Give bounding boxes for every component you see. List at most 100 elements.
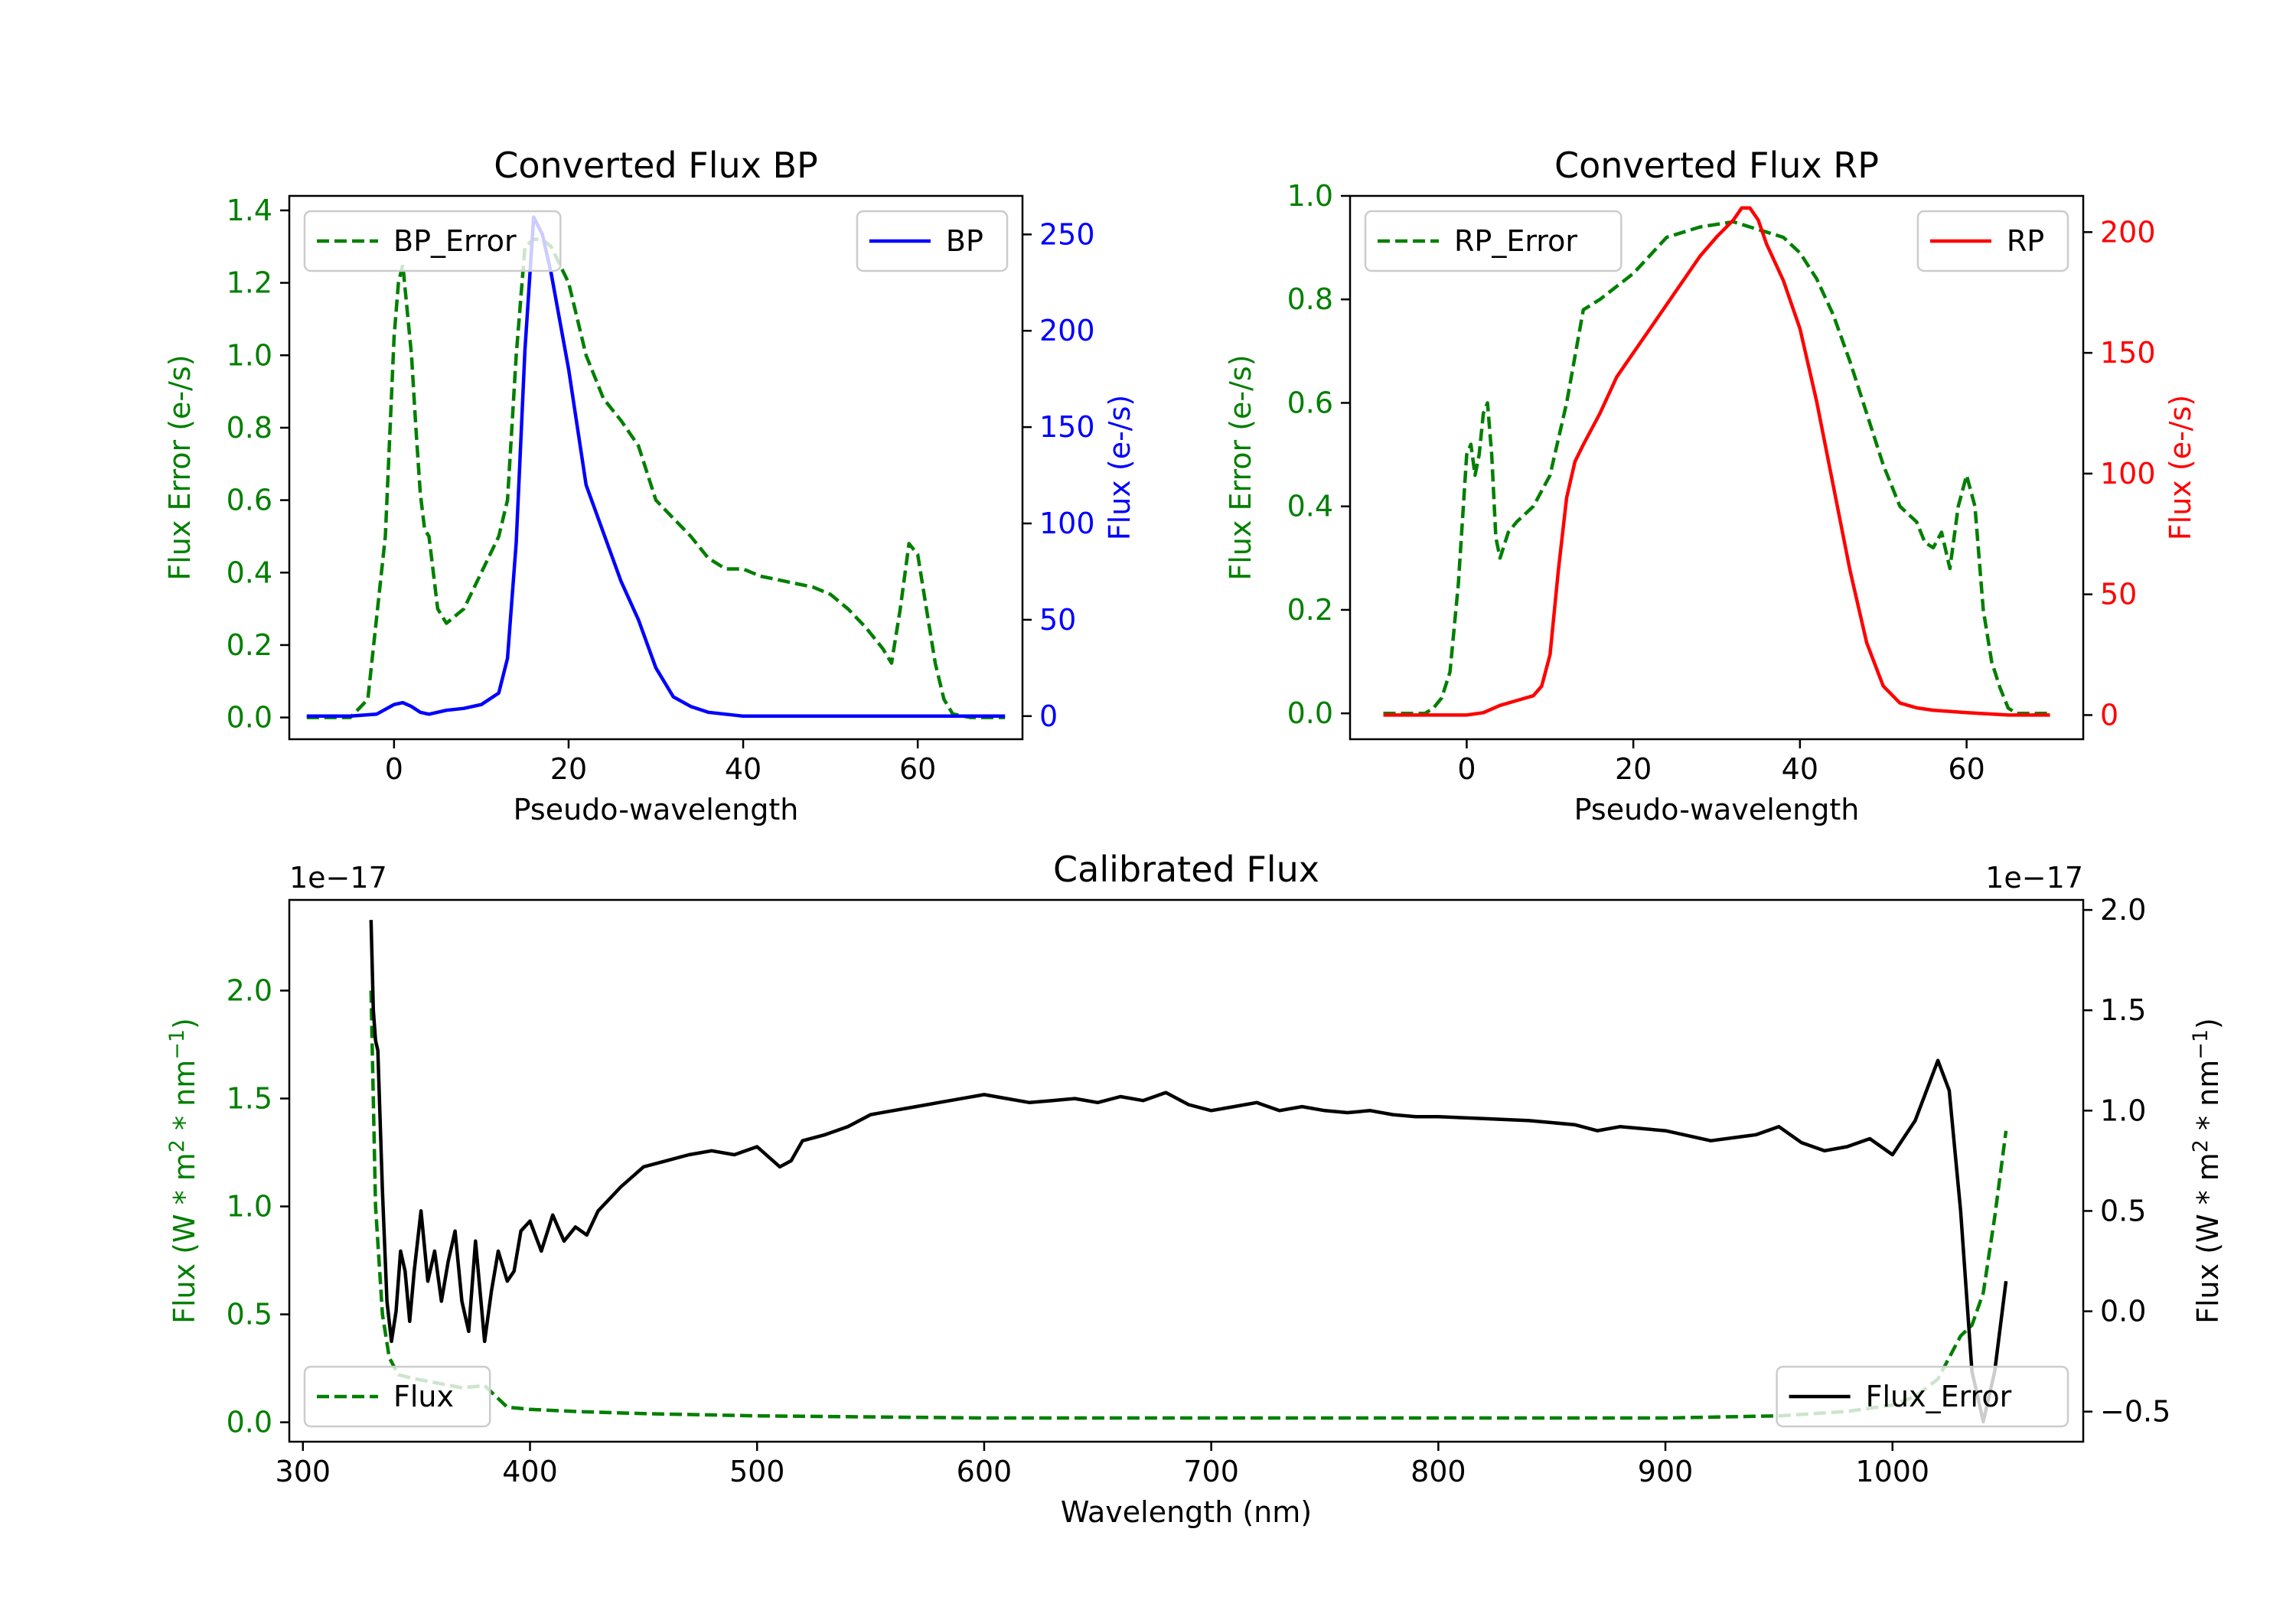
rp-legend-left: RP_Error <box>1364 210 1623 272</box>
cal-ytick-label-right: 1.0 <box>2100 1094 2146 1127</box>
cal-xtick-label: 400 <box>502 1455 558 1488</box>
cal-title: Calibrated Flux <box>1053 849 1319 890</box>
bp-ytick-label-left: 0.2 <box>227 628 272 662</box>
rp-ytick-label-right: 50 <box>2100 578 2137 611</box>
bp-chart: 0 20 40 60 0.0 0.2 0.4 0.6 0.8 1.0 1.2 1.4 0 50 100 150… <box>163 145 1137 826</box>
bp-ytick-label-right: 150 <box>1039 410 1095 444</box>
cal-legend-right: Flux_Error <box>1776 1365 2069 1428</box>
cal-ytick-label-left: 0.5 <box>227 1298 272 1332</box>
cal-series-flux <box>369 920 2008 1424</box>
cal-ytick-label-left: 1.0 <box>227 1190 272 1224</box>
cal-xlabel: Wavelength (nm) <box>1061 1495 1312 1529</box>
bp-ytick-label-left: 0.6 <box>227 484 272 517</box>
bp-ylabel-left: Flux Error (e-/s) <box>163 354 197 580</box>
bp-series-bp-error <box>306 237 1006 719</box>
bp-ytick-label-left: 1.0 <box>227 338 272 372</box>
bp-ytick-label-left: 0.4 <box>227 556 272 589</box>
cal-xtick-label: 800 <box>1411 1455 1466 1488</box>
rp-ytick-label-right: 100 <box>2100 457 2156 491</box>
bp-xtick-label: 20 <box>550 752 587 786</box>
cal-ytick-label-right: 1.5 <box>2100 993 2146 1027</box>
rp-ytick-label-left: 1.0 <box>1287 179 1333 213</box>
rp-ylabel-left: Flux Error (e-/s) <box>1224 354 1257 580</box>
cal-legend-label: Flux <box>393 1380 454 1413</box>
rp-ytick-label-right: 200 <box>2100 215 2156 249</box>
cal-offset-left: 1e−17 <box>289 861 387 895</box>
cal-chart: 300 400 500 600 700 800 900 1000 0.0 0.5 1.0 1.5 2.0… <box>165 849 2225 1529</box>
bp-legend-label: BP_Error <box>393 224 517 258</box>
cal-xtick-label: 500 <box>729 1455 785 1488</box>
cal-ytick-label-left: 0.0 <box>227 1406 272 1439</box>
cal-xtick-label: 600 <box>957 1455 1013 1488</box>
rp-series-rp <box>1383 206 2050 717</box>
bp-ytick-label-right: 0 <box>1039 699 1058 733</box>
cal-ylabel-left: Flux (W * m2 * nm−1) <box>165 1018 201 1324</box>
bp-ytick-label-right: 250 <box>1039 217 1095 251</box>
rp-chart: 0 20 40 60 0.0 0.2 0.4 0.6 0.8 1.0 0 50 100 150 200 Con… <box>1224 145 2197 826</box>
cal-series-flux-error <box>369 990 2008 1420</box>
bp-ylabel-right: Flux (e-/s) <box>1103 395 1137 540</box>
rp-ytick-label-left: 0.4 <box>1287 490 1333 523</box>
bp-ytick-label-right: 100 <box>1039 507 1095 540</box>
rp-axes-frame <box>1349 194 2085 741</box>
cal-ytick-label-left: 2.0 <box>227 973 272 1007</box>
bp-xlabel: Pseudo-wavelength <box>514 793 799 826</box>
bp-xtick-label: 0 <box>385 752 403 786</box>
cal-ytick-label-right: 0.5 <box>2100 1194 2146 1227</box>
rp-ytick-label-right: 150 <box>2100 336 2156 370</box>
cal-axes-frame <box>288 898 2085 1443</box>
cal-ytick-label-right: 2.0 <box>2100 893 2146 927</box>
cal-ylabel-right: Flux (W * m2 * nm−1) <box>2189 1018 2225 1324</box>
cal-legend-box <box>1776 1365 2069 1428</box>
cal-xtick-label: 1000 <box>1855 1455 1929 1488</box>
rp-legend-label: RP_Error <box>1454 224 1577 258</box>
bp-xtick-label: 60 <box>899 752 936 786</box>
rp-ytick-label-left: 0.6 <box>1287 386 1333 419</box>
bp-legend-label: BP <box>946 224 983 258</box>
cal-ylabel-right-part: * nm <box>2191 1060 2225 1139</box>
bp-ytick-label-left: 0.0 <box>227 701 272 735</box>
cal-ylabel-right-part: Flux (W * m <box>2191 1152 2225 1324</box>
bp-ytick-label-left: 1.2 <box>227 266 272 300</box>
cal-xtick-label: 300 <box>276 1455 331 1488</box>
rp-xtick-label: 40 <box>1782 752 1818 786</box>
rp-legend-right: RP <box>1916 210 2069 272</box>
cal-offset-right: 1e−17 <box>1985 861 2083 895</box>
rp-xlabel: Pseudo-wavelength <box>1574 793 1860 826</box>
cal-ylabel-left-part: ) <box>168 1018 201 1029</box>
cal-ylabel-left-part: −1 <box>165 1029 189 1060</box>
cal-ylabel-right-part: ) <box>2191 1018 2225 1029</box>
bp-axes-frame <box>288 194 1024 741</box>
rp-xtick-label: 60 <box>1948 752 1985 786</box>
rp-ytick-label-left: 0.8 <box>1287 282 1333 316</box>
cal-legend-box <box>303 1365 491 1428</box>
cal-legend-label: Flux_Error <box>1866 1380 2012 1413</box>
rp-legend-box <box>1364 210 1623 272</box>
bp-ytick-label-left: 0.8 <box>227 411 272 445</box>
rp-ytick-label-right: 0 <box>2100 698 2118 732</box>
cal-ytick-label-right: −0.5 <box>2100 1395 2170 1429</box>
bp-legend-left: BP_Error <box>303 210 562 272</box>
cal-xtick-label: 700 <box>1183 1455 1239 1488</box>
bp-legend-box <box>303 210 562 272</box>
bp-ytick-label-right: 50 <box>1039 603 1076 637</box>
rp-legend-box <box>1916 210 2069 272</box>
bp-xtick-label: 40 <box>725 752 762 786</box>
rp-legend-label: RP <box>2007 224 2044 258</box>
rp-ylabel-right: Flux (e-/s) <box>2164 395 2197 540</box>
rp-xtick-label: 0 <box>1457 752 1476 786</box>
cal-ytick-label-left: 1.5 <box>227 1082 272 1116</box>
bp-title: Converted Flux BP <box>494 145 818 186</box>
rp-xtick-label: 20 <box>1615 752 1652 786</box>
bp-ytick-label-left: 1.4 <box>227 194 272 227</box>
rp-ytick-label-left: 0.2 <box>1287 593 1333 627</box>
bp-legend-box <box>856 210 1009 272</box>
cal-legend-left: Flux <box>303 1365 491 1428</box>
cal-ylabel-right-part: 2 <box>2189 1139 2213 1152</box>
cal-ylabel-right-part: −1 <box>2189 1029 2213 1060</box>
cal-ytick-label-right: 0.0 <box>2100 1295 2146 1328</box>
cal-ylabel-left-part: 2 <box>165 1139 189 1152</box>
bp-legend-right: BP <box>856 210 1009 272</box>
rp-ytick-label-left: 0.0 <box>1287 696 1333 730</box>
